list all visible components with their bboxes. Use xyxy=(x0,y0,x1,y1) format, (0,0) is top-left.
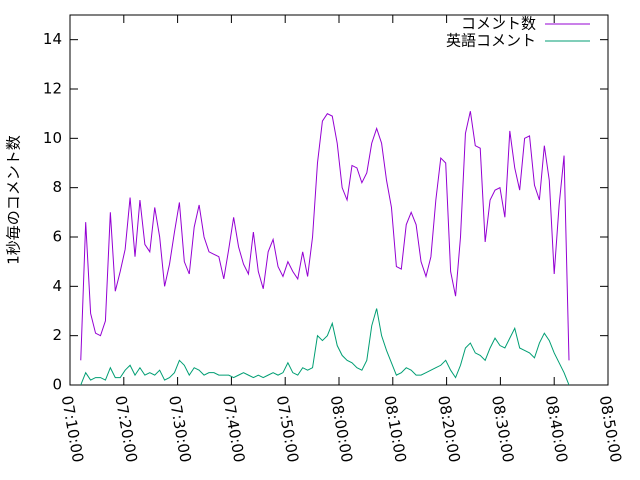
y-tick-label: 14 xyxy=(43,30,62,48)
y-tick-label: 8 xyxy=(52,178,62,196)
y-tick-label: 12 xyxy=(43,80,62,98)
x-tick-label: 07:20:00 xyxy=(111,394,140,463)
x-tick-label: 08:30:00 xyxy=(488,394,517,463)
x-tick-label: 08:00:00 xyxy=(327,394,356,463)
y-tick-label: 6 xyxy=(52,228,62,246)
x-tick-label: 08:50:00 xyxy=(596,394,625,463)
x-tick-label: 07:50:00 xyxy=(273,394,302,463)
x-tick-label: 07:30:00 xyxy=(165,394,194,463)
y-tick-label: 0 xyxy=(52,376,62,394)
y-tick-label: 4 xyxy=(52,277,62,295)
x-tick-label: 07:40:00 xyxy=(219,394,248,463)
x-tick-label: 08:10:00 xyxy=(380,394,409,463)
x-tick-label: 08:20:00 xyxy=(434,394,463,463)
series-line xyxy=(80,308,570,386)
plot-frame xyxy=(69,14,609,386)
series-line xyxy=(80,111,570,361)
y-tick-label: 2 xyxy=(52,326,62,344)
legend-label: 英語コメント xyxy=(446,32,536,50)
x-tick-label: 08:40:00 xyxy=(542,394,571,463)
y-axis-label: 1秒毎のコメント数 xyxy=(5,135,23,265)
legend-label: コメント数 xyxy=(461,15,536,33)
y-tick-label: 10 xyxy=(43,129,62,147)
x-tick-label: 07:10:00 xyxy=(58,394,87,463)
